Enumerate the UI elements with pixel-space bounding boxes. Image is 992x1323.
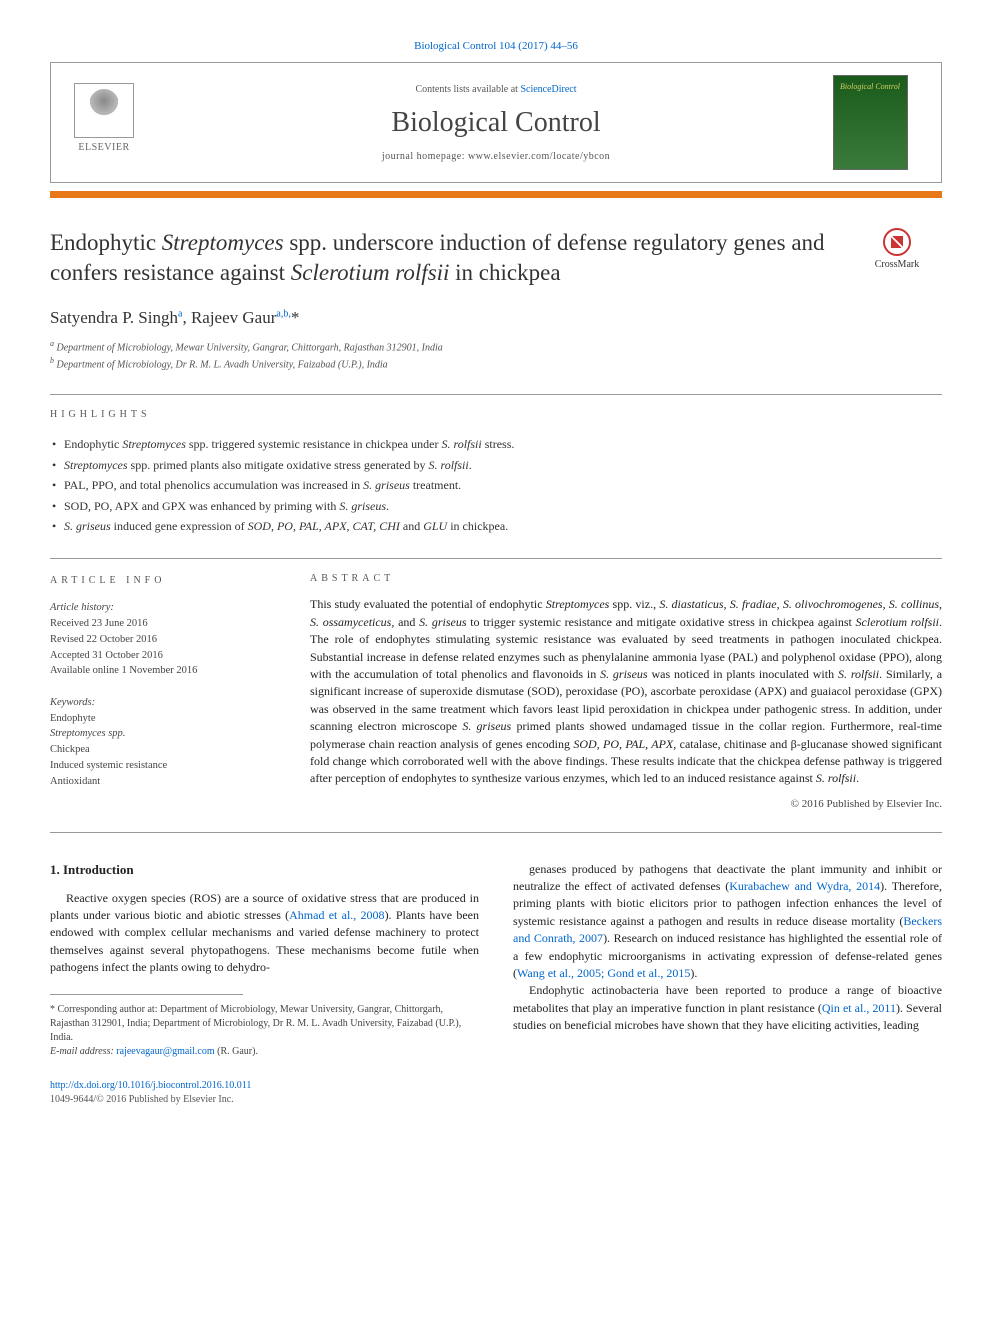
- doi-link[interactable]: http://dx.doi.org/10.1016/j.biocontrol.2…: [50, 1080, 251, 1091]
- abstract-heading: ABSTRACT: [310, 573, 942, 584]
- corresponding-author-footnote: * Corresponding author at: Department of…: [50, 1003, 479, 1059]
- affil-text: Department of Microbiology, Dr R. M. L. …: [57, 359, 388, 370]
- affil-text: Department of Microbiology, Mewar Univer…: [57, 342, 443, 353]
- elsevier-logo: ELSEVIER: [69, 83, 139, 163]
- contents-available-line: Contents lists available at ScienceDirec…: [159, 84, 833, 95]
- sciencedirect-link[interactable]: ScienceDirect: [520, 84, 576, 95]
- divider: [50, 558, 942, 559]
- crossmark-label: CrossMark: [875, 259, 919, 270]
- affiliations: a Department of Microbiology, Mewar Univ…: [50, 338, 942, 373]
- homepage-prefix: journal homepage:: [382, 151, 468, 162]
- publisher-name: ELSEVIER: [78, 142, 129, 153]
- abstract-text: This study evaluated the potential of en…: [310, 596, 942, 787]
- keyword: Antioxidant: [50, 774, 270, 790]
- journal-title: Biological Control: [159, 107, 833, 139]
- crossmark-badge[interactable]: CrossMark: [852, 228, 942, 270]
- highlight-item: PAL, PPO, and total phenolics accumulati…: [52, 475, 942, 495]
- divider: [50, 394, 942, 395]
- affiliation-b: b Department of Microbiology, Dr R. M. L…: [50, 355, 942, 372]
- intro-para-right-1: genases produced by pathogens that deact…: [513, 861, 942, 983]
- email-person: (R. Gaur).: [215, 1046, 258, 1057]
- page-footer: http://dx.doi.org/10.1016/j.biocontrol.2…: [50, 1079, 479, 1107]
- journal-cover-thumb: Biological Control: [833, 75, 908, 170]
- history-received: Received 23 June 2016: [50, 616, 270, 632]
- body-right-column: genases produced by pathogens that deact…: [513, 861, 942, 1108]
- accent-bar: [50, 191, 942, 198]
- highlight-item: S. griseus induced gene expression of SO…: [52, 516, 942, 536]
- affiliation-a: a Department of Microbiology, Mewar Univ…: [50, 338, 942, 355]
- affil-sup: a: [50, 339, 54, 348]
- author-list: Satyendra P. Singha, Rajeev Gaura,b,*: [50, 308, 942, 328]
- intro-para-left: Reactive oxygen species (ROS) are a sour…: [50, 890, 479, 977]
- article-info-column: ARTICLE INFO Article history: Received 2…: [50, 573, 270, 809]
- crossmark-icon: [883, 228, 911, 256]
- keyword: Induced systemic resistance: [50, 758, 270, 774]
- history-accepted: Accepted 31 October 2016: [50, 648, 270, 664]
- highlight-item: Endophytic Streptomyces spp. triggered s…: [52, 434, 942, 454]
- divider: [50, 832, 942, 833]
- running-header: Biological Control 104 (2017) 44–56: [50, 40, 942, 52]
- email-label: E-mail address:: [50, 1046, 116, 1057]
- cover-title-text: Biological Control: [840, 82, 901, 91]
- footnote-divider: [50, 994, 243, 995]
- elsevier-tree-icon: [74, 83, 134, 138]
- corr-author-text: * Corresponding author at: Department of…: [50, 1003, 479, 1045]
- abstract-column: ABSTRACT This study evaluated the potent…: [310, 573, 942, 809]
- history-online: Available online 1 November 2016: [50, 663, 270, 679]
- keyword: Chickpea: [50, 742, 270, 758]
- affil-sup: b: [50, 356, 54, 365]
- history-revised: Revised 22 October 2016: [50, 632, 270, 648]
- article-title: Endophytic Streptomyces spp. underscore …: [50, 228, 832, 288]
- corr-email-line: E-mail address: rajeevagaur@gmail.com (R…: [50, 1045, 479, 1059]
- journal-cover-block: Biological Control: [833, 75, 923, 170]
- history-label: Article history:: [50, 600, 270, 616]
- journal-banner: ELSEVIER Contents lists available at Sci…: [50, 62, 942, 183]
- keyword: Endophyte: [50, 711, 270, 727]
- highlight-item: Streptomyces spp. primed plants also mit…: [52, 455, 942, 475]
- highlights-list: Endophytic Streptomyces spp. triggered s…: [50, 434, 942, 536]
- publisher-logo-block: ELSEVIER: [69, 83, 159, 163]
- intro-para-right-2: Endophytic actinobacteria have been repo…: [513, 982, 942, 1034]
- body-left-column: 1. Introduction Reactive oxygen species …: [50, 861, 479, 1108]
- journal-homepage-line: journal homepage: www.elsevier.com/locat…: [159, 151, 833, 162]
- issn-copyright: 1049-9644/© 2016 Published by Elsevier I…: [50, 1094, 234, 1105]
- homepage-url[interactable]: www.elsevier.com/locate/ybcon: [468, 151, 610, 162]
- article-info-heading: ARTICLE INFO: [50, 573, 270, 588]
- highlights-heading: HIGHLIGHTS: [50, 409, 942, 420]
- keywords-label: Keywords:: [50, 695, 270, 711]
- contents-prefix: Contents lists available at: [415, 84, 520, 95]
- keyword: Streptomyces spp.: [50, 726, 270, 742]
- highlight-item: SOD, PO, APX and GPX was enhanced by pri…: [52, 496, 942, 516]
- abstract-copyright: © 2016 Published by Elsevier Inc.: [310, 798, 942, 810]
- intro-heading: 1. Introduction: [50, 861, 479, 880]
- corr-email-link[interactable]: rajeevagaur@gmail.com: [116, 1046, 214, 1057]
